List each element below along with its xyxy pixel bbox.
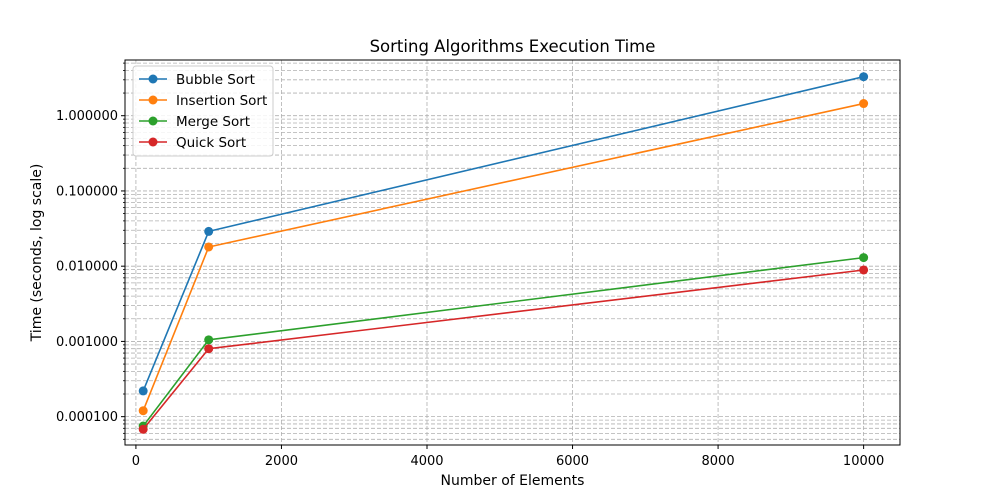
data-point-quick-sort (138, 424, 148, 434)
y-tick-label: 1.000000 (56, 109, 118, 124)
y-tick-label: 0.000100 (56, 410, 118, 425)
legend-item-quick-sort: Quick Sort (139, 135, 246, 151)
data-point-merge-sort (859, 253, 869, 263)
series-quick-sort (138, 265, 869, 434)
ticks: 0 2000 4000 6000 8000 10000 0.000100 0.001000 0.… (56, 62, 884, 469)
y-axis-label: Time (seconds, log scale) (29, 164, 45, 343)
x-tick-label: 0 (132, 454, 140, 469)
plot-frame (124, 59, 901, 446)
series-layer (138, 72, 869, 434)
data-point-quick-sort (859, 265, 869, 275)
data-point-bubble-sort (204, 226, 214, 236)
legend-label: Bubble Sort (176, 72, 255, 88)
data-point-quick-sort (204, 344, 214, 354)
x-tick-label: 10000 (843, 454, 884, 469)
y-tick-label: 0.010000 (56, 260, 118, 275)
legend-item-merge-sort: Merge Sort (139, 114, 250, 130)
data-point-bubble-sort (859, 72, 869, 82)
grid (125, 60, 900, 445)
legend-swatch-marker (148, 74, 158, 84)
x-tick-label: 6000 (556, 454, 589, 469)
data-point-merge-sort (204, 335, 214, 345)
legend-label: Merge Sort (176, 114, 250, 130)
data-point-bubble-sort (138, 386, 148, 396)
data-point-insertion-sort (204, 242, 214, 252)
x-axis-label: Number of Elements (441, 473, 585, 489)
x-tick-label: 4000 (410, 454, 443, 469)
legend-label: Insertion Sort (176, 93, 267, 109)
legend-swatch-marker (148, 95, 158, 105)
y-tick-label: 0.001000 (56, 335, 118, 350)
legend-swatch-marker (148, 137, 158, 147)
legend-label: Quick Sort (176, 135, 246, 151)
series-bubble-sort (138, 72, 869, 396)
legend-item-insertion-sort: Insertion Sort (139, 93, 267, 109)
legend-swatch-marker (148, 116, 158, 126)
y-tick-label: 0.100000 (56, 184, 118, 199)
legend: Bubble Sort Insertion Sort Merge Sort Quick… (132, 65, 274, 157)
x-tick-label: 8000 (702, 454, 735, 469)
x-tick-label: 2000 (265, 454, 298, 469)
data-point-insertion-sort (859, 99, 869, 109)
legend-item-bubble-sort: Bubble Sort (139, 72, 255, 88)
data-point-insertion-sort (138, 406, 148, 416)
legend-box (132, 65, 274, 157)
series-insertion-sort (138, 99, 869, 416)
chart-title: Sorting Algorithms Execution Time (370, 37, 656, 56)
